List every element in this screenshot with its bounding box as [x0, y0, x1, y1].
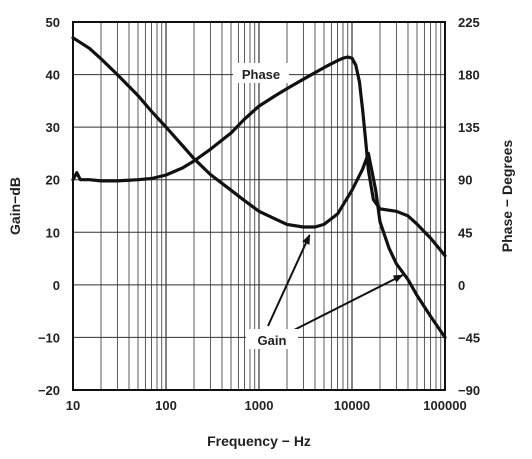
y-left-tick-label: 40 — [46, 68, 60, 83]
phase-callout-label: Phase — [242, 67, 280, 82]
y-left-tick-label: 20 — [46, 173, 60, 188]
gain-callout-label: Gain — [258, 333, 287, 348]
y-right-tick-label: 135 — [458, 120, 480, 135]
x-tick-label: 10 — [66, 398, 80, 413]
y-left-tick-label: 10 — [46, 225, 60, 240]
phase-callout-bg — [233, 63, 289, 83]
callouts: Phase Gain — [233, 63, 404, 349]
y-right-tick-label: −90 — [458, 383, 480, 398]
x-tick-label: 10000 — [334, 398, 370, 413]
y-left-tick-label: 0 — [53, 278, 60, 293]
series-line-gain — [71, 36, 447, 339]
y-left-axis-label: Gain−dB — [7, 177, 23, 235]
y-right-tick-label: 225 — [458, 15, 480, 30]
x-tick-label: 100000 — [423, 398, 466, 413]
series-line-phase — [71, 55, 447, 258]
x-tick-label: 100 — [155, 398, 177, 413]
y-right-tick-label: −45 — [458, 330, 480, 345]
x-tick-label: 1000 — [245, 398, 274, 413]
y-right-axis-label: Phase − Degrees — [499, 140, 515, 253]
y-right-tick-label: 180 — [458, 68, 480, 83]
gain-callout-arrow — [293, 274, 404, 331]
gain-callout-bg — [246, 329, 298, 349]
tick-labels: 10 100 1000 10000 100000 −20 −10 0 10 20 30 40 50 −90… — [38, 15, 480, 413]
y-left-tick-label: −10 — [38, 330, 60, 345]
x-axis-label: Frequency − Hz — [207, 433, 311, 449]
y-left-tick-label: 30 — [46, 120, 60, 135]
y-left-tick-label: 50 — [46, 15, 60, 30]
y-right-tick-label: 0 — [458, 278, 465, 293]
y-left-tick-label: −20 — [38, 383, 60, 398]
y-right-tick-label: 45 — [458, 225, 472, 240]
gain-callout-arrow — [267, 234, 311, 327]
series-layer — [71, 36, 447, 339]
y-right-tick-label: 90 — [458, 173, 472, 188]
plot-frame — [72, 21, 446, 391]
